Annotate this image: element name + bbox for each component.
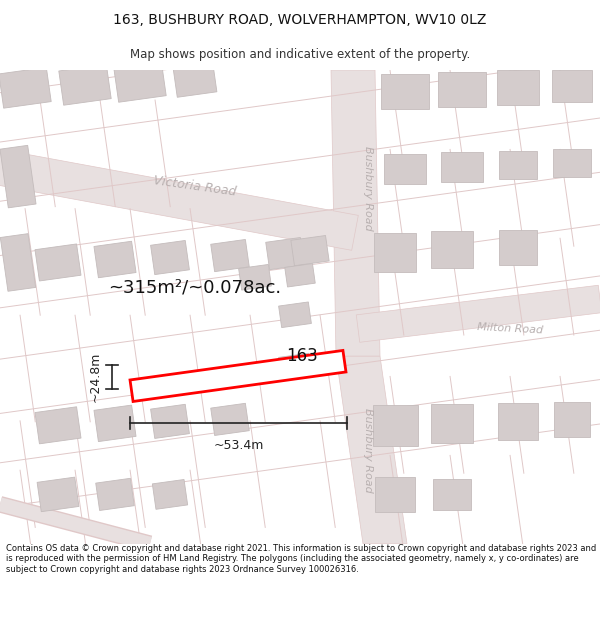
Polygon shape [173,62,217,98]
Polygon shape [291,236,329,266]
Polygon shape [438,72,486,107]
Polygon shape [96,478,134,511]
Polygon shape [384,154,426,184]
Polygon shape [114,61,166,102]
Polygon shape [37,477,79,512]
Text: ~53.4m: ~53.4m [214,439,263,452]
Polygon shape [266,238,304,269]
Polygon shape [336,356,407,544]
Polygon shape [554,402,590,437]
Polygon shape [211,239,249,272]
Polygon shape [431,231,473,268]
Text: Bushbury Road: Bushbury Road [363,408,373,492]
Polygon shape [151,404,190,438]
Polygon shape [433,479,471,510]
Polygon shape [35,244,81,281]
Polygon shape [35,407,81,444]
Polygon shape [499,151,537,179]
Polygon shape [0,146,36,208]
Polygon shape [331,70,380,356]
Polygon shape [285,264,315,287]
Polygon shape [441,152,483,181]
Text: ~24.8m: ~24.8m [89,352,102,402]
Polygon shape [497,71,539,105]
Polygon shape [278,302,311,328]
Polygon shape [381,74,429,109]
Text: Map shows position and indicative extent of the property.: Map shows position and indicative extent… [130,48,470,61]
Polygon shape [553,149,591,177]
Polygon shape [130,351,346,401]
Polygon shape [356,285,600,342]
Polygon shape [499,230,537,266]
Polygon shape [373,404,418,446]
Polygon shape [59,64,111,105]
Text: Bushbury Road: Bushbury Road [363,146,373,231]
Text: Milton Road: Milton Road [477,322,543,335]
Polygon shape [278,353,311,379]
Text: 163: 163 [286,348,318,365]
Polygon shape [151,241,190,274]
Text: Victoria Road: Victoria Road [153,174,237,199]
Text: Contains OS data © Crown copyright and database right 2021. This information is : Contains OS data © Crown copyright and d… [6,544,596,574]
Polygon shape [374,233,416,272]
Text: 163, BUSHBURY ROAD, WOLVERHAMPTON, WV10 0LZ: 163, BUSHBURY ROAD, WOLVERHAMPTON, WV10 … [113,12,487,27]
Text: ~315m²/~0.078ac.: ~315m²/~0.078ac. [109,278,281,296]
Polygon shape [498,402,538,440]
Polygon shape [0,68,51,108]
Polygon shape [0,146,358,251]
Polygon shape [375,477,415,512]
Polygon shape [152,479,188,509]
Polygon shape [431,404,473,443]
Polygon shape [1,234,35,291]
Polygon shape [239,264,271,290]
Polygon shape [94,405,136,442]
Polygon shape [94,241,136,278]
Polygon shape [211,403,249,436]
Polygon shape [552,70,592,102]
